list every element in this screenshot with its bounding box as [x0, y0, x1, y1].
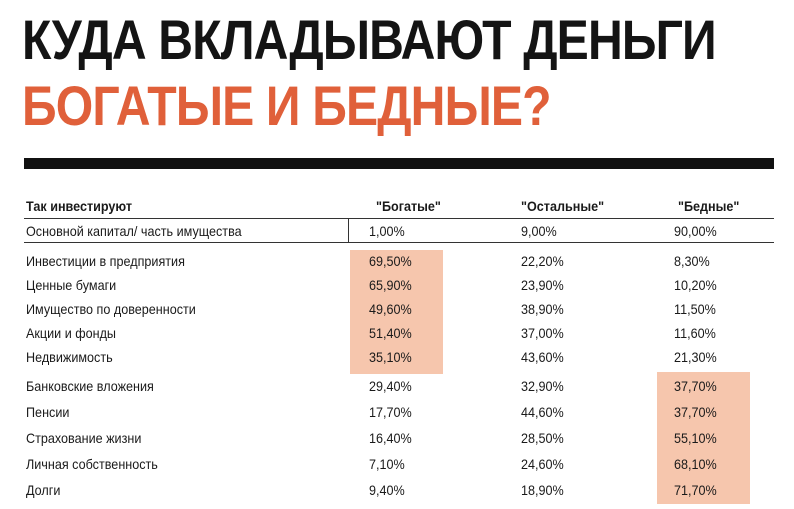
row-other-value: 24,60%	[521, 456, 564, 472]
table-row: Страхование жизни 16,40% 28,50% 55,10%	[24, 426, 774, 450]
title-line-2: БОГАТЫЕ И БЕДНЫЕ?	[22, 74, 552, 137]
table-row: Инвестиции в предприятия 69,50% 22,20% 8…	[24, 249, 774, 273]
row-label: Долги	[26, 482, 61, 498]
row-other-value: 9,00%	[521, 223, 557, 239]
header-rich: "Богатые"	[376, 198, 441, 214]
row-other-value: 32,90%	[521, 378, 564, 394]
row-rich-value: 16,40%	[369, 430, 412, 446]
row-poor-value: 11,50%	[674, 301, 716, 317]
row-rich-value: 9,40%	[369, 482, 405, 498]
table-row: Ценные бумаги 65,90% 23,90% 10,20%	[24, 273, 774, 297]
first-row-divider	[24, 242, 774, 243]
row-poor-value: 68,10%	[674, 456, 717, 472]
row-label: Ценные бумаги	[26, 277, 117, 293]
row-other-value: 43,60%	[521, 349, 564, 365]
row-poor-value: 71,70%	[674, 482, 717, 498]
row-poor-value: 90,00%	[674, 223, 717, 239]
row-rich-value: 1,00%	[369, 223, 405, 239]
table-row: Имущество по доверенности 49,60% 38,90% …	[24, 297, 774, 321]
header-divider	[24, 218, 774, 219]
row-label: Страхование жизни	[26, 430, 142, 446]
table-row: Пенсии 17,70% 44,60% 37,70%	[24, 400, 774, 424]
poor-highlight-block	[657, 372, 750, 504]
title-divider	[24, 158, 774, 169]
row-rich-value: 29,40%	[369, 378, 412, 394]
table-row: Акции и фонды 51,40% 37,00% 11,60%	[24, 321, 774, 345]
table-header-row: Так инвестируют "Богатые" "Остальные" "Б…	[24, 194, 774, 218]
row-other-value: 18,90%	[521, 482, 564, 498]
row-rich-value: 65,90%	[369, 277, 412, 293]
row-poor-value: 21,30%	[674, 349, 717, 365]
row-poor-value: 37,70%	[674, 378, 717, 394]
table-row: Банковские вложения 29,40% 32,90% 37,70%	[24, 374, 774, 398]
row-other-value: 37,00%	[521, 325, 564, 341]
row-label: Пенсии	[26, 404, 70, 420]
rich-highlight-block	[350, 250, 443, 374]
first-row-column-divider	[348, 218, 349, 242]
row-rich-value: 51,40%	[369, 325, 412, 341]
row-other-value: 38,90%	[521, 301, 564, 317]
row-other-value: 23,90%	[521, 277, 564, 293]
table-row: Долги 9,40% 18,90% 71,70%	[24, 478, 774, 502]
header-poor: "Бедные"	[678, 198, 740, 214]
row-other-value: 22,20%	[521, 253, 564, 269]
title-line-1: КУДА ВКЛАДЫВАЮТ ДЕНЬГИ	[22, 8, 717, 71]
row-other-value: 28,50%	[521, 430, 564, 446]
row-label: Основной капитал/ часть имущества	[26, 223, 242, 239]
table-row: Основной капитал/ часть имущества 1,00% …	[24, 219, 774, 243]
row-poor-value: 11,60%	[674, 325, 716, 341]
table-row: Личная собственность 7,10% 24,60% 68,10%	[24, 452, 774, 476]
row-rich-value: 17,70%	[369, 404, 412, 420]
row-rich-value: 69,50%	[369, 253, 412, 269]
row-label: Банковские вложения	[26, 378, 154, 394]
row-rich-value: 49,60%	[369, 301, 412, 317]
header-other: "Остальные"	[521, 198, 605, 214]
row-rich-value: 35,10%	[369, 349, 412, 365]
row-label: Недвижимость	[26, 349, 113, 365]
investment-table: Так инвестируют "Богатые" "Остальные" "Б…	[24, 194, 774, 509]
row-other-value: 44,60%	[521, 404, 564, 420]
row-poor-value: 8,30%	[674, 253, 710, 269]
table-row: Недвижимость 35,10% 43,60% 21,30%	[24, 345, 774, 369]
row-label: Личная собственность	[26, 456, 158, 472]
row-label: Акции и фонды	[26, 325, 116, 341]
row-poor-value: 55,10%	[674, 430, 717, 446]
header-label: Так инвестируют	[26, 198, 133, 214]
row-label: Инвестиции в предприятия	[26, 253, 185, 269]
row-label: Имущество по доверенности	[26, 301, 196, 317]
row-rich-value: 7,10%	[369, 456, 405, 472]
row-poor-value: 10,20%	[674, 277, 717, 293]
row-poor-value: 37,70%	[674, 404, 717, 420]
